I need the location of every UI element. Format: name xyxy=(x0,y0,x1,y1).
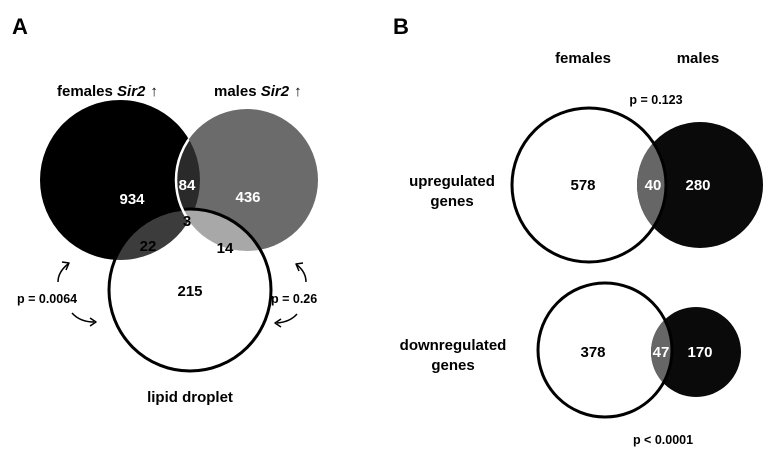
count-lipid-only: 215 xyxy=(177,283,202,300)
panel-b-letter: B xyxy=(393,14,409,39)
males-sir2-label: males Sir2 ↑ xyxy=(214,83,302,100)
upregulated-label-line2: genes xyxy=(430,193,473,210)
p-value-upregulated: p = 0.123 xyxy=(629,93,682,107)
p-value-downregulated: p < 0.0001 xyxy=(633,433,693,447)
venn-a xyxy=(40,100,318,373)
downregulated-label-line2: genes xyxy=(431,357,474,374)
count-females-males: 84 xyxy=(179,177,196,194)
p-value-left: p = 0.0064 xyxy=(17,292,77,306)
lipid-droplet-outline xyxy=(107,207,273,373)
lipid-droplet-label: lipid droplet xyxy=(147,389,233,406)
down-females-set xyxy=(538,283,672,417)
up-count-males: 280 xyxy=(685,177,710,194)
count-all-three: 3 xyxy=(183,213,191,230)
count-females-lipid: 22 xyxy=(140,238,157,255)
count-females-only: 934 xyxy=(119,191,145,208)
males-sir2-outline xyxy=(174,107,200,253)
arrow-right-lower xyxy=(274,313,298,328)
up-females-outline xyxy=(510,106,668,264)
females-sir2-label: females Sir2 ↑ xyxy=(57,83,158,100)
down-females-outline xyxy=(536,281,674,419)
arrow-left-upper xyxy=(57,261,70,283)
header-males: males xyxy=(677,50,720,67)
arrow-right-upper xyxy=(295,262,307,283)
down-count-males: 170 xyxy=(687,344,712,361)
females-lipid-overlap xyxy=(109,209,200,260)
venn-upregulated xyxy=(510,106,763,264)
down-count-females: 378 xyxy=(580,344,605,361)
downregulated-label-line1: downregulated xyxy=(400,337,507,354)
venn-downregulated xyxy=(536,281,741,419)
count-males-lipid: 14 xyxy=(217,240,234,257)
up-count-females: 578 xyxy=(570,177,595,194)
header-females: females xyxy=(555,50,611,67)
up-males-set xyxy=(637,122,763,248)
arrow-left-lower xyxy=(71,312,97,327)
count-males-only: 436 xyxy=(235,189,260,206)
up-count-overlap: 40 xyxy=(645,177,662,194)
down-count-overlap: 47 xyxy=(653,344,670,361)
panel-a-letter: A xyxy=(12,14,28,39)
upregulated-label-line1: upregulated xyxy=(409,173,495,190)
down-males-set xyxy=(651,307,741,397)
up-females-set xyxy=(512,108,666,262)
p-value-right: p = 0.26 xyxy=(271,292,317,306)
